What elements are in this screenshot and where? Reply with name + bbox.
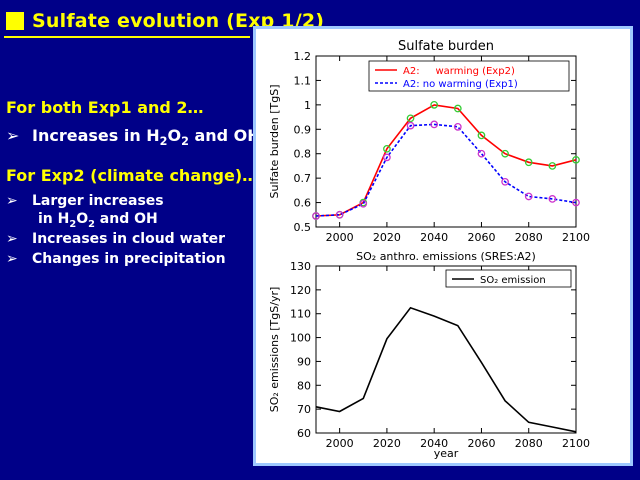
- data-point: [453, 122, 462, 131]
- x-tick-label: 2020: [373, 437, 401, 450]
- y-tick-label: 80: [297, 379, 311, 392]
- chart-title: Sulfate burden: [398, 39, 494, 54]
- y-tick-label: 1: [304, 99, 311, 112]
- arrow-bullet-icon: ➢: [6, 126, 20, 145]
- data-point: [453, 104, 462, 113]
- slide-title: Sulfate evolution (Exp 1/2): [32, 10, 325, 32]
- data-point: [406, 114, 415, 123]
- arrow-bullet-icon: ➢: [6, 193, 18, 209]
- data-point: [312, 212, 320, 220]
- chart-panel: Sulfate burden 0.5 0.6 0.7 0.8 0.9 1 1.1 1.2 2000…: [253, 26, 633, 466]
- data-point: [430, 120, 439, 129]
- bullet-precipitation: ➢ Changes in precipitation: [6, 251, 226, 267]
- x-tick-label: 2040: [420, 231, 448, 244]
- series-line: [315, 306, 577, 433]
- bullet1-sub2: 2: [181, 135, 189, 149]
- data-point: [335, 210, 344, 219]
- y-tick-label: 1.2: [294, 50, 312, 63]
- arrow-bullet-icon: ➢: [6, 251, 18, 267]
- y-tick-label: 0.8: [294, 148, 312, 161]
- y-axis-label: Sulfate burden [TgS]: [268, 85, 281, 199]
- y-tick-label: 90: [297, 355, 311, 368]
- data-point: [572, 198, 580, 207]
- y-tick-label: 0.7: [294, 172, 312, 185]
- data-point: [383, 153, 391, 162]
- heading-exp2: For Exp2 (climate change)…: [6, 166, 259, 185]
- x-tick-label: 2100: [562, 231, 590, 244]
- x-tick-label: 2080: [515, 231, 543, 244]
- data-point: [359, 199, 368, 208]
- y-tick-label: 120: [290, 284, 311, 297]
- data-point: [548, 195, 557, 203]
- bullet-increases-h2o2: ➢ Increases in H2O2 and OH: [6, 126, 261, 148]
- arrow-bullet-icon: ➢: [6, 231, 18, 247]
- y-tick-label: 60: [297, 427, 311, 440]
- y-tick-label: 0.5: [294, 221, 312, 234]
- bullet1-sub1: 2: [159, 135, 168, 149]
- title-square-icon: [6, 12, 24, 30]
- data-point: [572, 155, 580, 164]
- y-tick-label: 110: [290, 308, 311, 321]
- y-tick-label: 0.6: [294, 197, 312, 210]
- series-line: [315, 104, 577, 217]
- data-point: [477, 149, 486, 158]
- bullet-cloud-water: ➢ Increases in cloud water: [6, 231, 225, 247]
- plot-frame: [315, 55, 577, 228]
- x-axis-label: year: [434, 447, 459, 460]
- x-tick-label: 2100: [562, 437, 590, 450]
- data-point: [524, 158, 533, 167]
- bullet2-post: and OH: [94, 211, 158, 227]
- data-point: [406, 121, 415, 130]
- heading-both-exp: For both Exp1 and 2…: [6, 98, 204, 117]
- title-underline: [4, 36, 250, 38]
- bullet1-post: and OH: [188, 126, 261, 145]
- x-tick-label: 2060: [467, 437, 495, 450]
- slide-title-wrap: Sulfate evolution (Exp 1/2): [6, 8, 324, 34]
- legend-label: SO₂ emission: [480, 275, 546, 286]
- bullet2-pre: in H: [38, 211, 70, 227]
- y-tick-label: 0.9: [294, 123, 312, 136]
- bullet1-pre: Increases in H: [32, 126, 160, 145]
- bullet2-mid1: O: [76, 211, 89, 227]
- bullet2-sub2: 2: [88, 218, 95, 230]
- x-tick-label: 2040: [420, 437, 448, 450]
- x-tick-label: 2060: [467, 231, 495, 244]
- data-point: [501, 149, 509, 158]
- bullet1-mid1: O: [167, 126, 182, 145]
- data-point: [477, 131, 486, 140]
- legend-box: [368, 60, 570, 92]
- bullet3-text: Increases in cloud water: [32, 231, 226, 247]
- legend-label: A2: warming (Exp2): [403, 66, 515, 77]
- y-tick-label: 130: [290, 260, 311, 273]
- data-point: [383, 144, 391, 153]
- bullet-larger-increases: ➢ Larger increases: [6, 193, 164, 209]
- legend-box: [445, 269, 572, 288]
- data-point: [501, 177, 509, 186]
- data-point: [430, 101, 439, 109]
- legend-label: A2: no warming (Exp1): [403, 79, 518, 90]
- plot-frame: [315, 265, 577, 434]
- series-line: [315, 123, 577, 217]
- x-tick-label: 2000: [326, 437, 354, 450]
- bullet2-line1: Larger increases: [32, 193, 164, 209]
- x-tick-label: 2080: [515, 437, 543, 450]
- data-point: [524, 192, 533, 201]
- bullet2-sub1: 2: [69, 218, 77, 230]
- data-point: [548, 162, 557, 170]
- y-tick-label: 70: [297, 403, 311, 416]
- x-tick-label: 2000: [326, 231, 354, 244]
- charts-svg: Sulfate burden 0.5 0.6 0.7 0.8 0.9 1 1.1 1.2 2000…: [268, 39, 590, 460]
- chart-title: SO₂ anthro. emissions (SRES:A2): [356, 250, 536, 263]
- y-axis-label: SO₂ emissions [TgS/yr]: [268, 287, 281, 413]
- x-tick-label: 2020: [373, 231, 401, 244]
- bullet4-text: Changes in precipitation: [32, 251, 226, 267]
- y-tick-label: 1.1: [294, 74, 312, 87]
- y-tick-label: 100: [290, 332, 311, 345]
- bullet-larger-increases-line2: in H2O2 and OH: [38, 211, 158, 230]
